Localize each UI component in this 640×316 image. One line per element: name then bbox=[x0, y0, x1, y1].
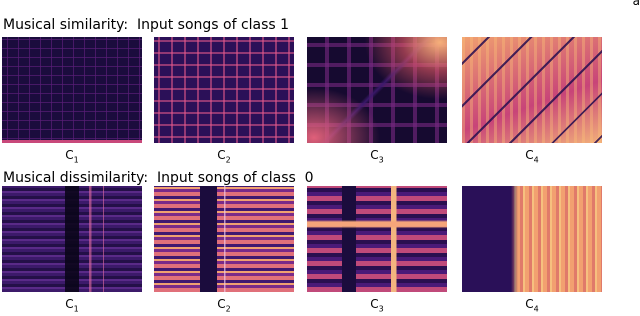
heatmap bbox=[307, 37, 447, 143]
heatmap bbox=[307, 186, 447, 292]
panel-label: C1 bbox=[52, 297, 92, 313]
panel-label: C4 bbox=[512, 148, 552, 164]
panel-label: C3 bbox=[357, 148, 397, 164]
heatmap bbox=[462, 37, 602, 143]
panel-label: C3 bbox=[357, 297, 397, 313]
row-title: Musical similarity: Input songs of class… bbox=[3, 17, 290, 33]
label-base: C bbox=[65, 148, 74, 162]
row-title: Musical dissimilarity: Input songs of cl… bbox=[3, 170, 314, 186]
heatmap bbox=[154, 37, 294, 143]
label-sub: 3 bbox=[378, 304, 384, 314]
label-sub: 4 bbox=[533, 304, 539, 314]
panel-label: C2 bbox=[204, 148, 244, 164]
label-base: C bbox=[525, 148, 534, 162]
panel-label: C2 bbox=[204, 297, 244, 313]
heatmap bbox=[2, 186, 142, 292]
corner-mark: a bbox=[632, 0, 640, 8]
label-base: C bbox=[217, 297, 226, 311]
heatmap bbox=[154, 186, 294, 292]
label-base: C bbox=[65, 297, 74, 311]
heatmap bbox=[462, 186, 602, 292]
label-sub: 2 bbox=[225, 155, 231, 165]
panel-label: C4 bbox=[512, 297, 552, 313]
heatmap bbox=[2, 37, 142, 143]
label-base: C bbox=[217, 148, 226, 162]
panel-label: C1 bbox=[52, 148, 92, 164]
label-base: C bbox=[525, 297, 534, 311]
label-sub: 3 bbox=[378, 155, 384, 165]
label-base: C bbox=[370, 148, 379, 162]
label-sub: 1 bbox=[73, 304, 79, 314]
label-sub: 1 bbox=[73, 155, 79, 165]
label-sub: 2 bbox=[225, 304, 231, 314]
label-base: C bbox=[370, 297, 379, 311]
label-sub: 4 bbox=[533, 155, 539, 165]
